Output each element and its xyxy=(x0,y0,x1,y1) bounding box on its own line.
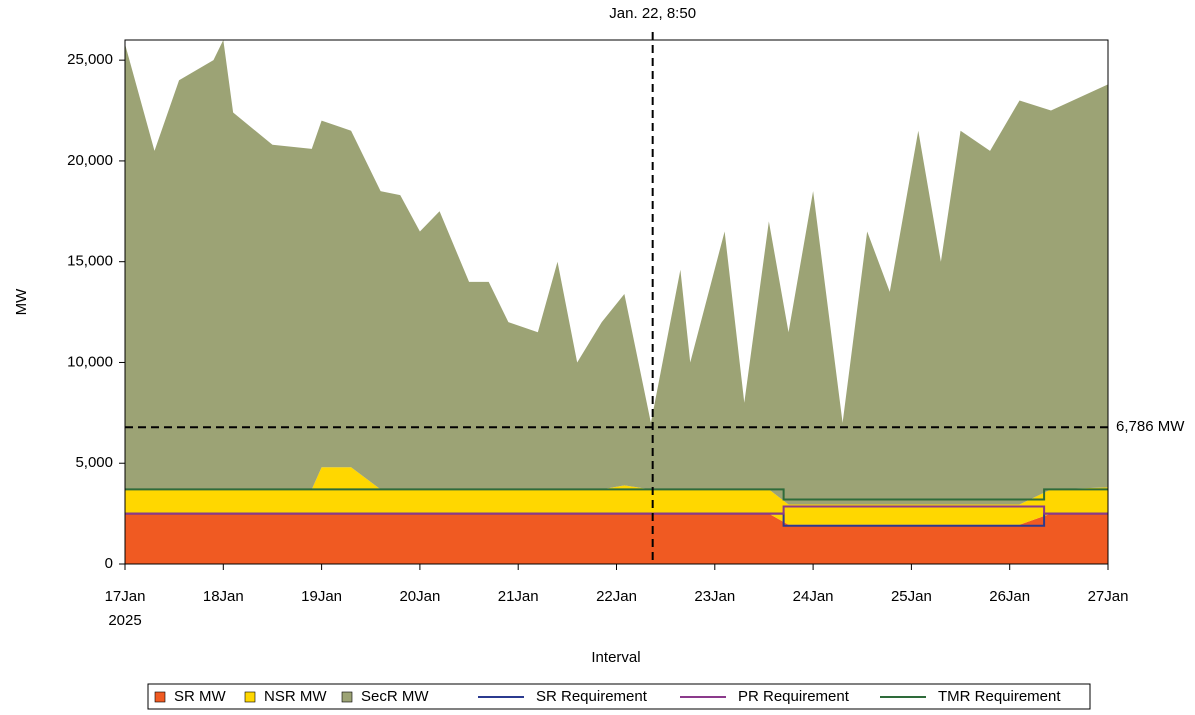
reference-hline-label: 6,786 MW xyxy=(1116,418,1185,435)
legend-label: PR Requirement xyxy=(738,688,850,705)
y-tick-label: 15,000 xyxy=(67,253,113,270)
legend-swatch xyxy=(244,691,256,703)
x-tick-label: 18Jan xyxy=(203,588,244,605)
x-tick-label: 17Jan xyxy=(105,588,146,605)
y-tick-label: 5,000 xyxy=(75,454,113,471)
legend: SR MW NSR MW SecR MW SR Requirement PR Requi… xyxy=(147,683,1091,710)
requirement-line xyxy=(125,505,1108,515)
y-tick-label: 0 xyxy=(105,555,113,572)
legend-frame xyxy=(147,683,1091,710)
x-tick-label: 19Jan xyxy=(301,588,342,605)
x-year-label: 2025 xyxy=(108,612,141,629)
y-tick-label: 20,000 xyxy=(67,152,113,169)
legend-swatch xyxy=(341,691,353,703)
x-tick-label: 21Jan xyxy=(498,588,539,605)
legend-label: TMR Requirement xyxy=(938,688,1061,705)
legend-label: NSR MW xyxy=(264,688,327,705)
y-tick-label: 25,000 xyxy=(67,51,113,68)
reference-vline-label: Jan. 22, 8:50 xyxy=(609,5,696,22)
area xyxy=(125,467,1108,525)
legend-label: SecR MW xyxy=(361,688,429,705)
x-tick-label: 20Jan xyxy=(399,588,440,605)
x-tick-label: 22Jan xyxy=(596,588,637,605)
y-tick-label: 10,000 xyxy=(67,353,113,370)
y-axis-label: MW xyxy=(13,288,30,315)
legend-label: SR MW xyxy=(174,688,227,705)
x-tick-label: 25Jan xyxy=(891,588,932,605)
requirement-line xyxy=(125,488,1108,501)
x-axis-label: Interval xyxy=(591,649,640,666)
x-tick-label: 23Jan xyxy=(694,588,735,605)
x-tick-label: 27Jan xyxy=(1088,588,1129,605)
legend-label: SR Requirement xyxy=(536,688,648,705)
legend-swatch xyxy=(154,691,166,703)
x-tick-label: 24Jan xyxy=(793,588,834,605)
x-tick-label: 26Jan xyxy=(989,588,1030,605)
area xyxy=(125,40,1108,505)
